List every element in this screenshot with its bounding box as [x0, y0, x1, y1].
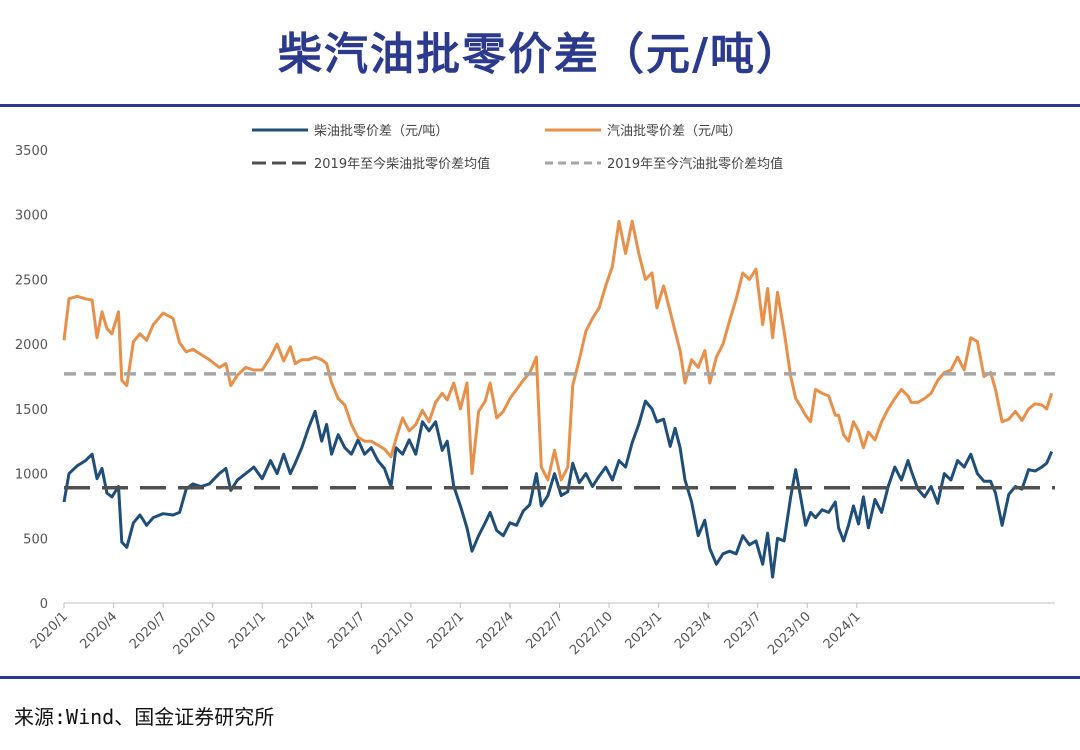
y-tick-label: 1000 [15, 468, 48, 483]
legend-label: 2019年至今柴油批零价差均值 [314, 156, 490, 172]
footer-rule [0, 676, 1080, 679]
x-tick-label: 2021/7 [325, 609, 368, 652]
y-tick-label: 3500 [15, 144, 48, 159]
y-tick-label: 2500 [15, 273, 48, 288]
x-tick-label: 2020/4 [77, 609, 120, 652]
header-rule [0, 104, 1080, 107]
x-tick-label: 2022/4 [474, 609, 517, 652]
y-tick-label: 1500 [15, 403, 48, 418]
x-tick-label: 2024/1 [821, 609, 864, 652]
y-tick-label: 3000 [15, 209, 48, 224]
chart-title: 柴汽油批零价差（元/吨） [277, 29, 803, 80]
x-tick-label: 2023/7 [722, 609, 765, 652]
x-tick-label: 2022/1 [424, 609, 467, 652]
legend-label: 汽油批零价差（元/吨） [607, 124, 741, 139]
series-line-0 [62, 399, 1054, 579]
y-tick-label: 2000 [15, 338, 48, 353]
x-tick-label: 2020/1 [28, 609, 71, 652]
x-tick-label: 2021/4 [276, 609, 319, 652]
y-tick-label: 0 [40, 597, 48, 612]
x-tick-label: 2022/7 [523, 609, 566, 652]
x-tick-label: 2023/10 [765, 609, 814, 658]
x-tick-label: 2021/10 [369, 609, 418, 658]
legend-label: 柴油批零价差（元/吨） [314, 124, 448, 139]
x-tick-label: 2022/10 [567, 609, 616, 658]
x-tick-label: 2020/10 [171, 609, 220, 658]
x-tick-label: 2021/1 [226, 609, 269, 652]
source-note: 来源:Wind、国金证券研究所 [14, 705, 275, 729]
chart: 0 500 1000 1500 2000 2500 3000 3500 2020/1 2020/4… [15, 124, 1055, 658]
series-line-1 [62, 219, 1054, 482]
y-tick-label: 500 [23, 532, 48, 547]
x-tick-label: 2023/1 [622, 609, 665, 652]
x-tick-label: 2023/4 [672, 609, 715, 652]
x-tick-label: 2020/7 [127, 609, 170, 652]
legend-label: 2019年至今汽油批零价差均值 [607, 156, 783, 172]
